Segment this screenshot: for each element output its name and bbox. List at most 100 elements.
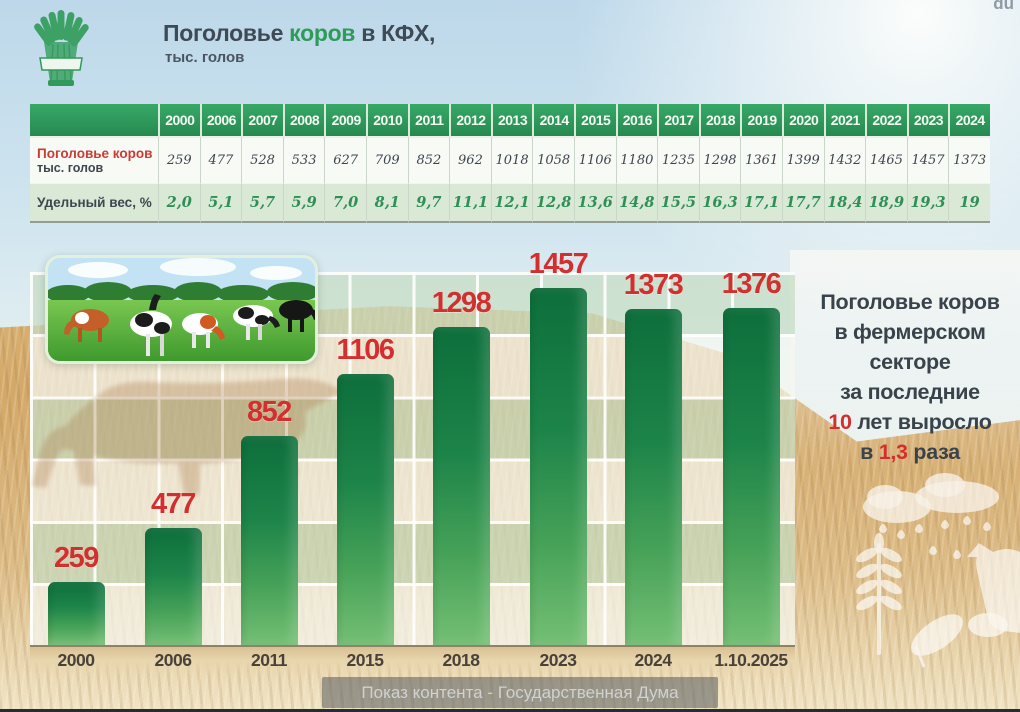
annotation-text: секторе (869, 350, 951, 374)
year-header: 2023 (906, 104, 949, 136)
x-axis-label: 2000 (57, 650, 95, 670)
bar-value-label: 477 (151, 488, 196, 520)
year-header: 2024 (948, 104, 990, 136)
head-count-table: 2000 2006 2007 2008 2009 2010 2011 2012 2013 2014… (30, 104, 990, 223)
year-header: 2022 (865, 104, 907, 136)
share-percent-cell: 18,9 (865, 183, 907, 223)
head-count-cell: 709 (365, 136, 408, 183)
share-percent-cell: 5,7 (241, 183, 283, 223)
head-count-cell: 528 (241, 136, 283, 183)
page-title: Поголовье коров в КФХ, (163, 20, 435, 47)
head-count-cell: 1235 (657, 136, 699, 183)
year-header: 2015 (573, 104, 616, 136)
share-percent-cell: 13,6 (573, 183, 616, 223)
leaf-icon (911, 614, 963, 668)
annotation-text: в (860, 440, 879, 464)
share-percent-cell: 17,7 (781, 183, 824, 223)
year-header: 2011 (407, 104, 450, 136)
faded-cow-watermark (22, 354, 352, 504)
annotation-text: Поголовье коров (820, 290, 1000, 314)
year-header: 2012 (449, 104, 491, 136)
cow-head-icon (967, 543, 1020, 637)
annotation-line: секторе (803, 347, 1017, 377)
share-percent-cell: 19 (948, 183, 990, 223)
head-count-cell: 1399 (781, 136, 824, 183)
bar-value-label: 852 (247, 396, 292, 428)
window-bottom-edge (0, 709, 1020, 712)
annotation-text: за последние (840, 380, 980, 404)
head-count-cell: 1432 (823, 136, 866, 183)
summary-annotation: Поголовье коров в фермерском секторе за … (803, 287, 1017, 467)
bar-value-label: 1457 (528, 248, 589, 280)
head-count-cell: 627 (324, 136, 366, 183)
head-count-cell: 1298 (698, 136, 741, 183)
share-percent-cell: 5,9 (282, 183, 325, 223)
head-count-cell: 259 (158, 136, 200, 183)
share-percent-cell: 9,7 (407, 183, 450, 223)
share-percent-cell: 12,1 (490, 183, 533, 223)
year-header: 2009 (324, 104, 366, 136)
annotation-line: 10 лет выросло (803, 407, 1017, 437)
year-header: 2000 (158, 104, 200, 136)
year-header: 2019 (740, 104, 782, 136)
annotation-line: за последние (803, 377, 1017, 407)
bar-value-label: 1376 (721, 268, 782, 300)
table-row-head: Поголовье коров тыс. голов 259 477 528 533 6… (30, 136, 990, 183)
share-percent-cell: 7,0 (324, 183, 366, 223)
head-count-cell: 1457 (906, 136, 949, 183)
title-highlight: коров (289, 20, 356, 46)
head-count-cell: 852 (407, 136, 450, 183)
agri-icon-cluster (845, 455, 1020, 675)
bar-area: 259 477 852 1106 1298 1457 1373 1376 (30, 248, 795, 645)
head-count-cell: 1106 (573, 136, 616, 183)
share-percent-cell: 12,8 (532, 183, 574, 223)
head-count-cell: 1361 (740, 136, 782, 183)
head-count-cell: 1373 (948, 136, 990, 183)
share-percent-cell: 18,4 (823, 183, 866, 223)
wheat-sheaf-logo (20, 10, 102, 92)
year-header: 2021 (823, 104, 866, 136)
head-count-cell: 1018 (490, 136, 533, 183)
bar-1.10.2025 (723, 308, 780, 645)
annotation-highlight: 10 (828, 410, 852, 434)
page-subtitle: тыс. голов (165, 49, 245, 66)
x-axis-label: 2018 (442, 650, 480, 670)
annotation-text: раза (907, 440, 960, 464)
bar-2018 (433, 327, 490, 645)
x-axis-label: 2023 (539, 650, 577, 670)
share-percent-cell: 8,1 (365, 183, 408, 223)
bar-2006 (145, 528, 202, 645)
year-header: 2006 (199, 104, 242, 136)
head-count-cell: 962 (449, 136, 491, 183)
row-head-label: Поголовье коров тыс. голов (30, 136, 158, 183)
horizon-haze (790, 250, 1020, 470)
bar-value-label: 1298 (431, 287, 492, 319)
bar-2011 (241, 436, 298, 645)
table-corner-cell (30, 104, 158, 136)
share-percent-cell: 11,1 (449, 183, 491, 223)
year-header: 2018 (698, 104, 741, 136)
bar-value-label: 259 (54, 542, 99, 574)
year-header: 2008 (282, 104, 325, 136)
annotation-line: в фермерском (803, 317, 1017, 347)
share-percent-cell: 14,8 (615, 183, 658, 223)
head-count-cell: 1465 (865, 136, 907, 183)
head-count-cell: 1058 (532, 136, 574, 183)
year-header: 2010 (365, 104, 408, 136)
share-percent-cell: 15,5 (657, 183, 699, 223)
share-percent-cell: 19,3 (906, 183, 949, 223)
annotation-text: лет выросло (851, 410, 992, 434)
x-axis-label: 2024 (634, 650, 672, 670)
x-axis-label: 2011 (251, 650, 287, 670)
cloud-rain-icon (863, 473, 999, 559)
annotation-line: в 1,3 раза (803, 437, 1017, 467)
x-axis-label: 2006 (154, 650, 192, 670)
head-count-cell: 533 (282, 136, 325, 183)
bar-2000 (48, 582, 105, 645)
data-table-wrapper: 2000 2006 2007 2008 2009 2010 2011 2012 2013 2014… (30, 104, 990, 223)
bar-2023 (530, 288, 587, 645)
bar-chart: 259 477 852 1106 1298 1457 1373 1376 (30, 248, 795, 645)
row-head-label-sub: тыс. голов (37, 161, 104, 175)
head-count-cell: 477 (199, 136, 242, 183)
